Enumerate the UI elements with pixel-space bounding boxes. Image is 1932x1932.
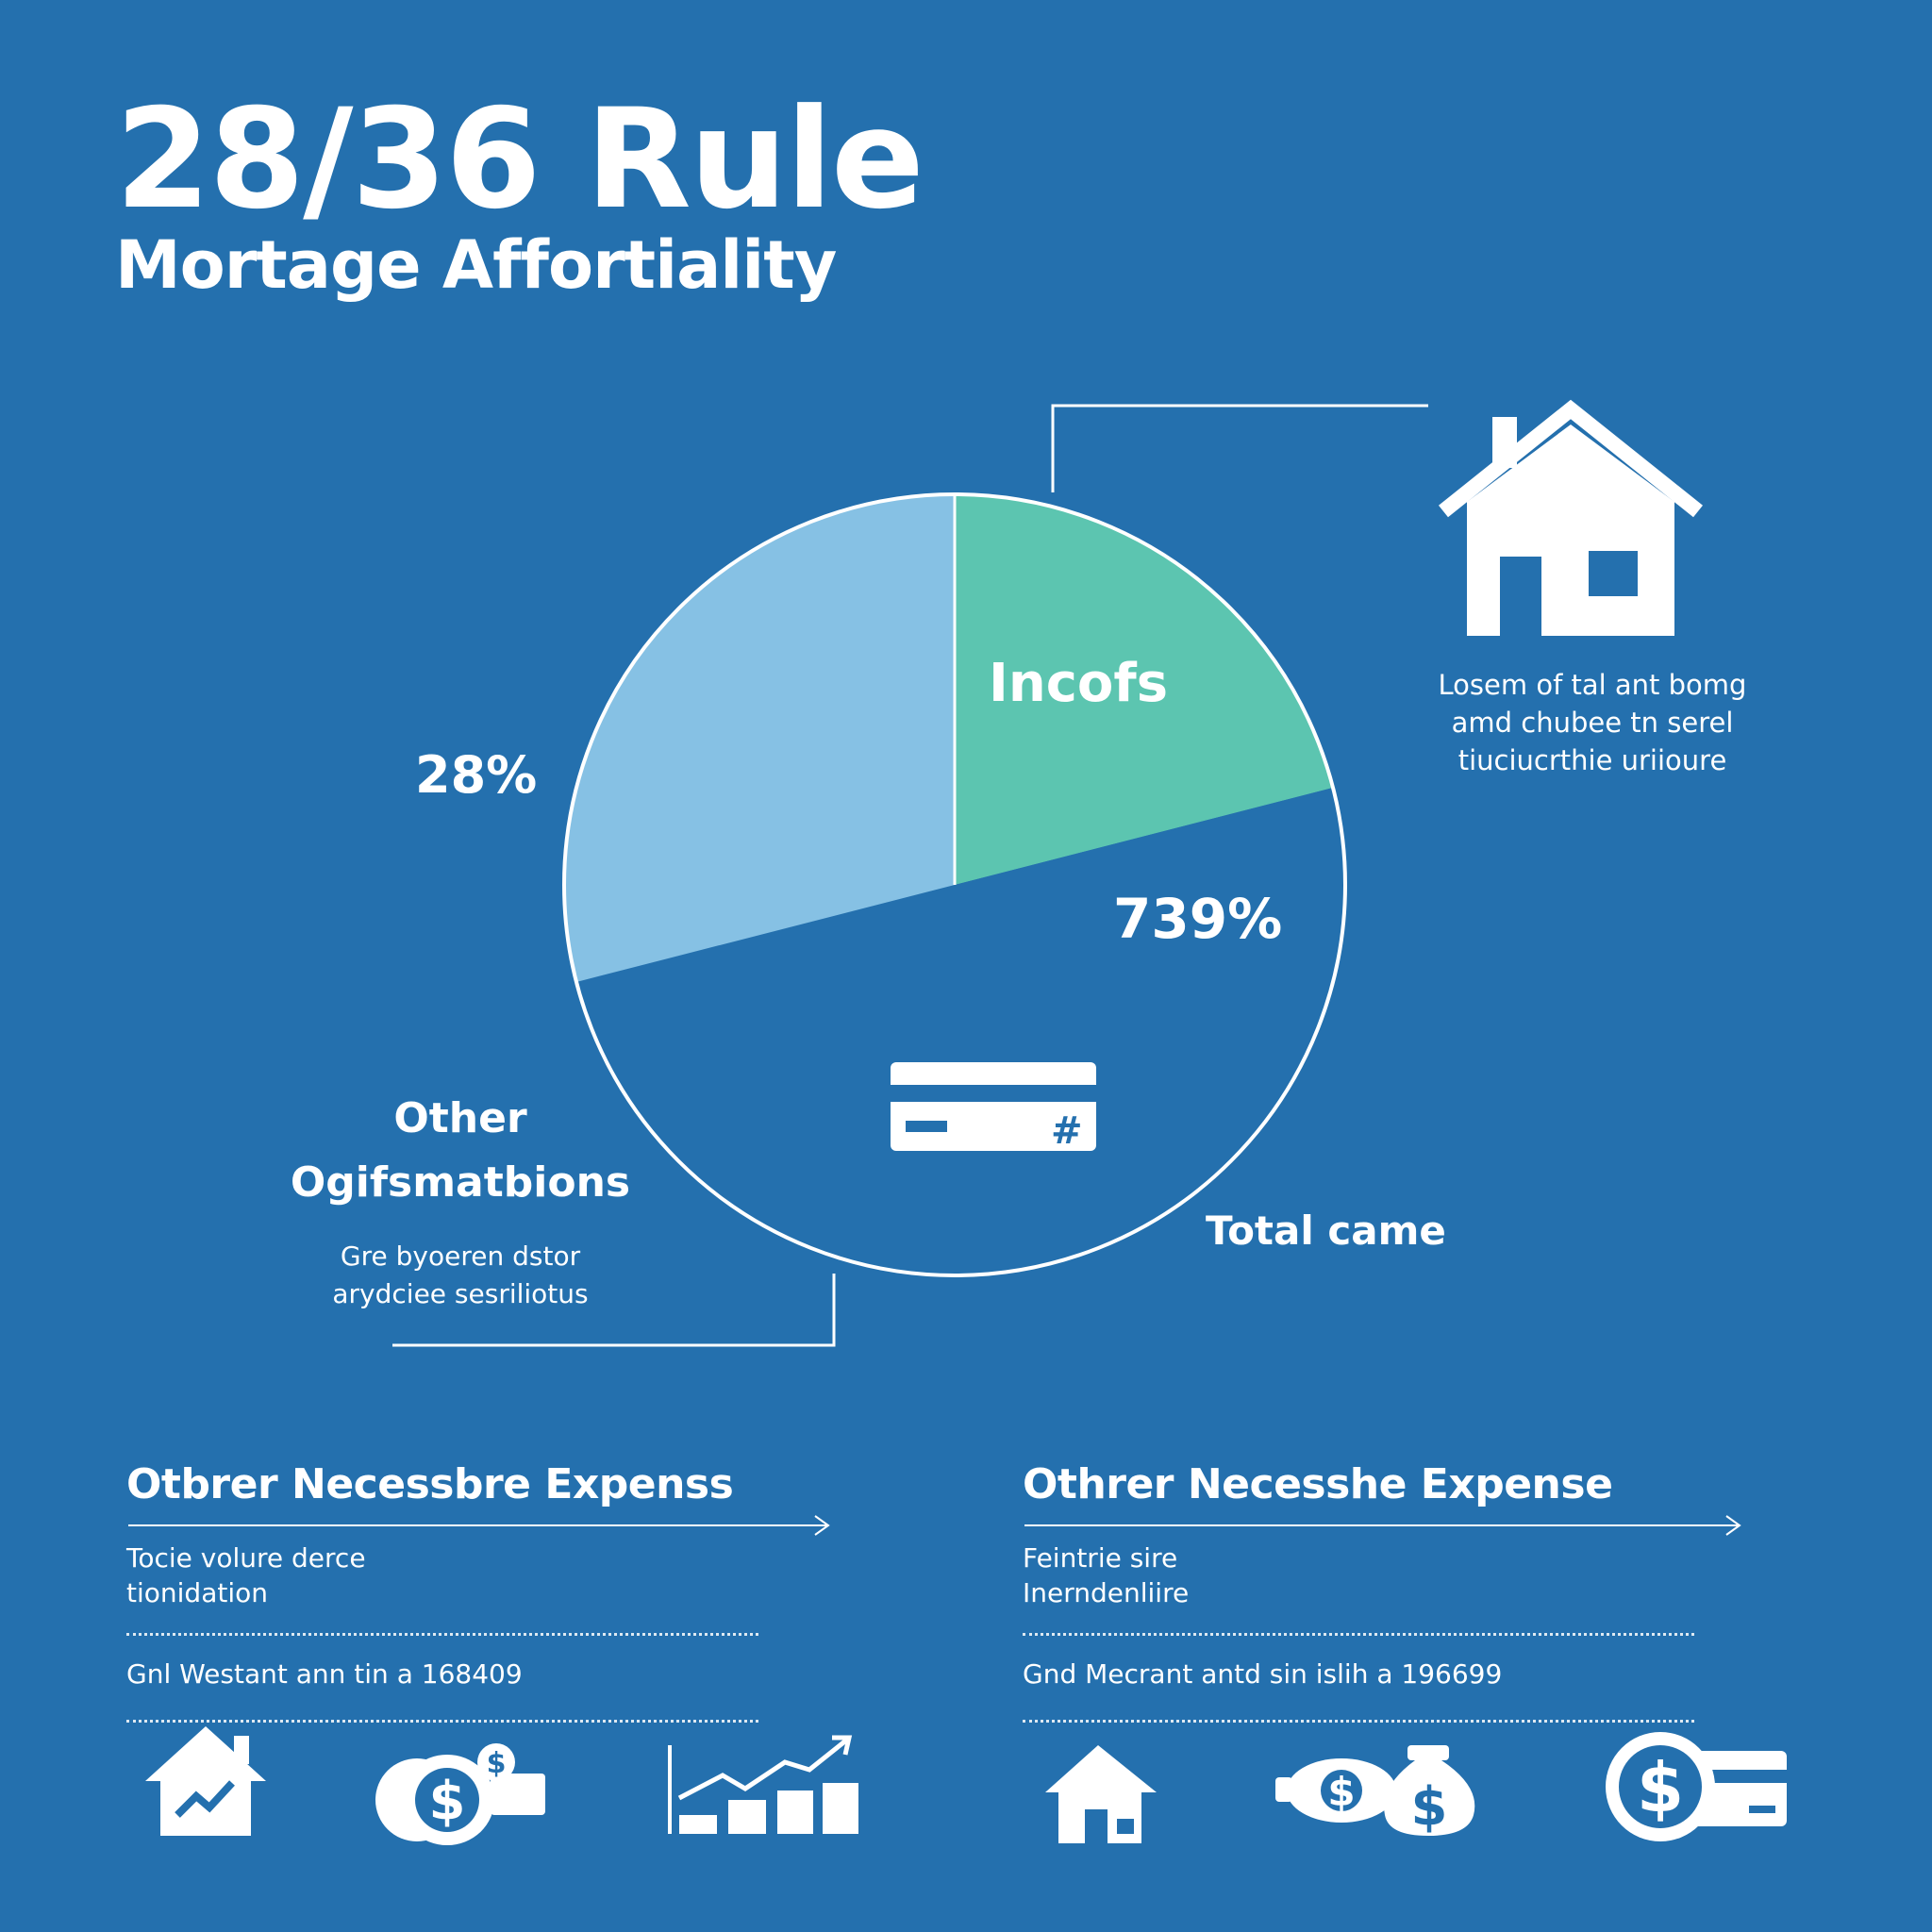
note-left-line: Gre byoeren dstor bbox=[340, 1241, 581, 1272]
svg-text:$: $ bbox=[429, 1771, 466, 1832]
pie-chart bbox=[562, 492, 1347, 1277]
money-icon: $ $ bbox=[375, 1743, 545, 1845]
note-right-line: tiuciucrthie uriioure bbox=[1457, 744, 1727, 776]
section-1-line: Tocie volure derce bbox=[126, 1542, 366, 1574]
note-right-line: amd chubee tn serel bbox=[1451, 707, 1734, 739]
house-icon bbox=[1045, 1745, 1157, 1843]
section-2-arrow bbox=[1024, 1515, 1741, 1536]
section-1-line: tionidation bbox=[126, 1577, 268, 1608]
pie-outline bbox=[562, 492, 1347, 1277]
note-right-line: Losem of tal ant bomg bbox=[1438, 669, 1747, 701]
section-2-line: Feintrie sire bbox=[1023, 1542, 1178, 1574]
section-1-footer: Gnl Westant ann tin a 168409 bbox=[126, 1658, 523, 1690]
pie-slice-2 bbox=[576, 788, 1345, 1275]
bar-chart-icon bbox=[668, 1735, 858, 1834]
section-2-footer: Gnd Mecrant antd sin islih a 196699 bbox=[1023, 1658, 1503, 1690]
section-1-text: Tocie volure derce tionidation bbox=[126, 1541, 843, 1610]
pie-slice-3 bbox=[564, 494, 955, 982]
page-subtitle: Mortage Affortiality bbox=[115, 226, 837, 304]
right-percent-label: 739% bbox=[1113, 887, 1283, 951]
money-bag-icon: $ $ bbox=[1275, 1745, 1475, 1838]
svg-text:$: $ bbox=[487, 1747, 507, 1780]
page-title: 28/36 Rule bbox=[115, 79, 924, 240]
slice-label-total-came: Total came bbox=[1206, 1208, 1446, 1254]
section-2-text: Feintrie sire Inerndenliire bbox=[1023, 1541, 1749, 1610]
slice-label-other-line1: Other bbox=[393, 1094, 527, 1142]
slice-label-incofs: Incofs bbox=[989, 653, 1169, 714]
pie-slice-1 bbox=[955, 494, 1333, 885]
section-2-line: Inerndenliire bbox=[1023, 1577, 1190, 1608]
svg-text:$: $ bbox=[1637, 1748, 1684, 1827]
section-2-title: Othrer Necesshe Expense bbox=[1023, 1460, 1613, 1508]
svg-text:#: # bbox=[1051, 1109, 1083, 1151]
svg-text:$: $ bbox=[1411, 1776, 1448, 1838]
house-growth-icon bbox=[145, 1726, 266, 1836]
section-1-arrow bbox=[128, 1515, 830, 1536]
note-right: Losem of tal ant bomg amd chubee tn sere… bbox=[1385, 666, 1800, 779]
credit-card-icon: # bbox=[891, 1062, 1096, 1151]
divider bbox=[126, 1633, 758, 1636]
dollar-card-icon: $ bbox=[1606, 1732, 1787, 1841]
house-icon bbox=[1439, 399, 1703, 636]
svg-text:$: $ bbox=[1327, 1769, 1355, 1815]
left-percent-label: 28% bbox=[415, 745, 538, 805]
section-1: Otbrer Necessbre Expenss Tocie volure de… bbox=[126, 1460, 843, 1723]
slice-label-other: Other Ogifsmatbions bbox=[272, 1087, 649, 1215]
divider bbox=[1023, 1633, 1694, 1636]
slice-label-other-line2: Ogifsmatbions bbox=[290, 1158, 631, 1207]
divider bbox=[1023, 1720, 1694, 1723]
callout-line-bottom bbox=[392, 1274, 836, 1347]
callout-line-top bbox=[1051, 404, 1428, 492]
divider bbox=[126, 1720, 758, 1723]
section-2: Othrer Necesshe Expense Feintrie sire In… bbox=[1023, 1460, 1749, 1723]
note-left: Gre byoeren dstor arydciee sesriliotus bbox=[283, 1238, 638, 1313]
section-1-title: Otbrer Necessbre Expenss bbox=[126, 1460, 734, 1508]
note-left-line: arydciee sesriliotus bbox=[332, 1278, 589, 1309]
